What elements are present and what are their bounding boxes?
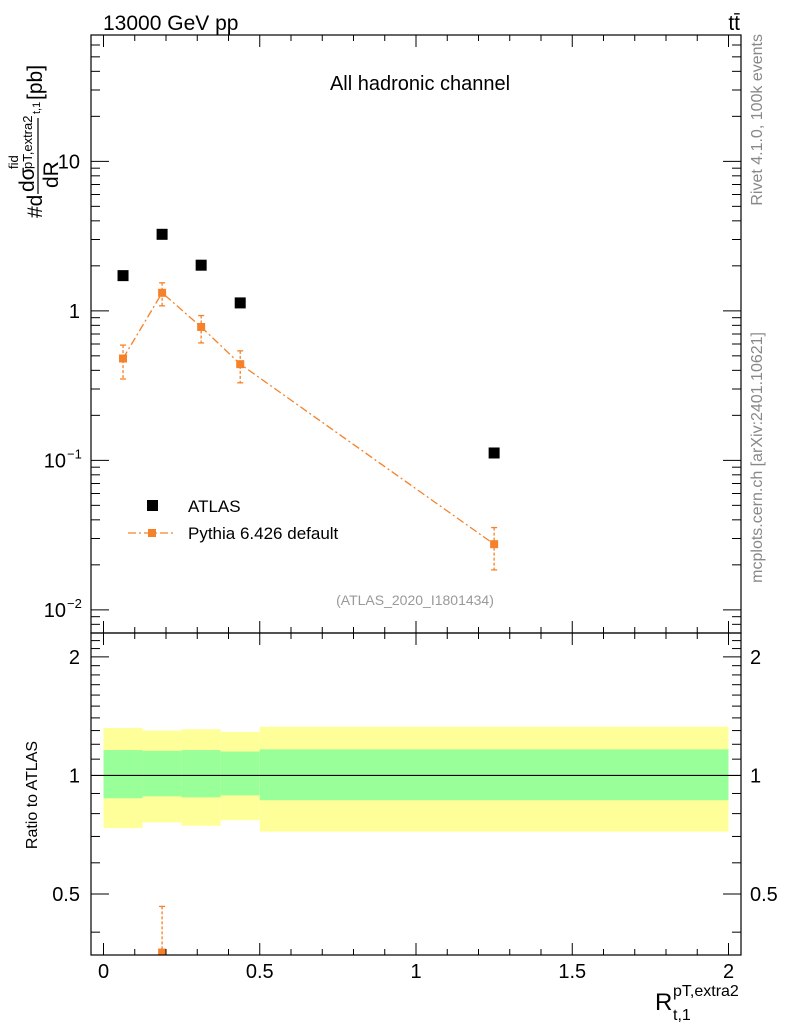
x-label-sub: t,1 [673,1007,691,1024]
x-label-sup: pT,extra2 [673,983,739,1000]
y-ratio-tick-label-left-0: 0.5 [52,884,80,906]
y-label-numerator: dσ [16,167,39,192]
y-ratio-tick-label-left-1: 1 [69,765,80,787]
legend-label-atlas: ATLAS [188,497,241,516]
pythia-point-4 [490,540,499,549]
uncertainty-bands [91,726,741,832]
y-main-tick-exp-2: −1 [67,446,82,461]
band-inner-0 [103,750,143,799]
y-label-sub2: t,1 [31,102,43,114]
y-main-tick-label-2: 10 [44,450,66,472]
y-label-sub: pT,extra2 [20,116,35,169]
pythia-point-3 [236,360,245,369]
y-ratio-tick-label-left-2: 2 [69,647,80,669]
legend-marker-pythia [148,529,156,537]
ratio-point-0 [158,948,167,955]
y-main-tick-exp-3: −2 [67,596,82,611]
atlas-point-3 [234,297,246,309]
atlas-point-1 [156,228,168,240]
side-label-rivet: Rivet 4.1.0, 100k events [749,34,766,206]
y-axis-label-main: #d dσ fid pT,extra2 t,1 dR [pb] [6,65,63,218]
y-main-tick-label-1: 1 [69,301,80,323]
pythia-point-0 [119,354,128,363]
y-label-denominator: dR [40,161,63,188]
x-label-base: R [655,989,672,1016]
y-label-prefix: #d [24,195,47,218]
side-label-mcplots: mcplots.cern.ch [arXiv:2401.10621] [749,332,766,583]
band-inner-2 [181,750,221,798]
legend-marker-atlas [147,500,158,511]
x-tick-label-0: 0 [98,961,109,983]
band-inner-3 [220,751,260,796]
x-axis-label: R pT,extra2 t,1 [655,983,739,1024]
y-label-unit: [pb] [24,65,47,100]
y-axis-label-ratio: Ratio to ATLAS [24,741,41,849]
header-energy-label: 13000 GeV pp [103,12,238,35]
pythia-line [122,291,495,545]
ratio-panel-marks [158,905,167,955]
x-tick-label-2: 1 [410,961,421,983]
atlas-point-4 [488,447,500,459]
pythia-point-1 [158,288,167,297]
legend-label-pythia: Pythia 6.426 default [188,524,339,543]
main-panel-marks [117,228,500,571]
y-main-tick-label-0: 10 [58,151,80,173]
atlas-point-0 [117,270,129,282]
atlas-point-2 [195,259,207,271]
header-process-label: tt̄ [728,12,740,35]
legend: ATLAS Pythia 6.426 default [128,497,339,543]
y-ratio-tick-label-right-1: 1 [750,765,761,787]
band-inner-1 [142,750,182,797]
band-inner-4 [259,749,729,801]
analysis-label: (ATLAS_2020_I1801434) [336,592,494,608]
x-tick-label-1: 0.5 [246,961,274,983]
y-ratio-tick-label-right-0: 0.5 [750,884,778,906]
y-label-sup: fid [6,155,21,169]
y-main-tick-label-3: 10 [44,600,66,622]
x-tick-label-4: 2 [723,961,734,983]
y-ratio-tick-label-right-2: 2 [750,647,761,669]
channel-label: All hadronic channel [330,73,510,95]
x-tick-label-3: 1.5 [558,961,586,983]
main-frame [90,34,742,634]
pythia-point-2 [197,322,206,331]
